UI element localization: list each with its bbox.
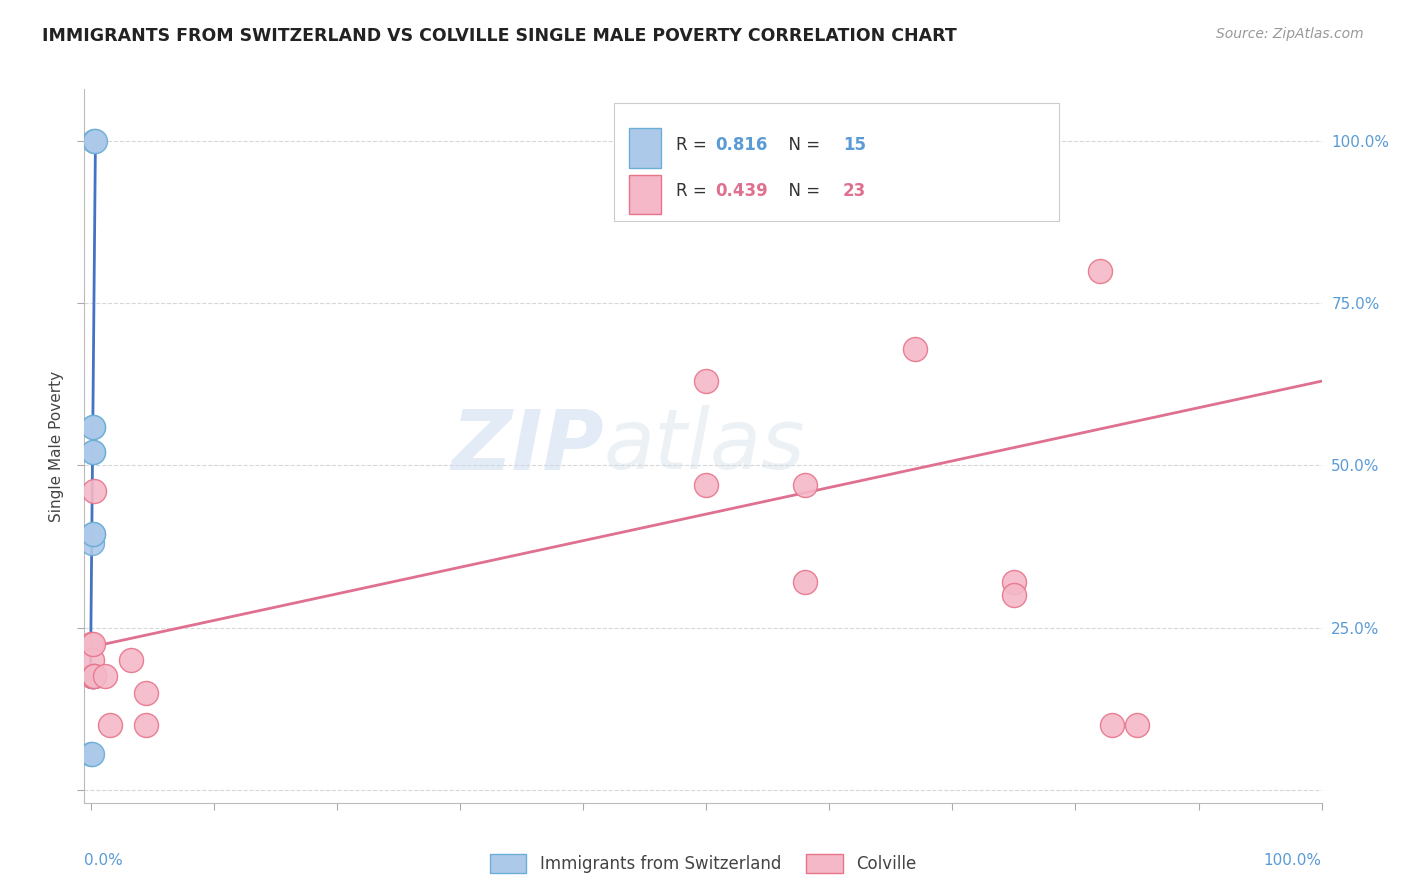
Point [82, 637, 104, 651]
Point [83, 669, 105, 683]
Text: 23: 23 [842, 182, 866, 200]
Point [83, 669, 105, 683]
Point [82, 419, 104, 434]
Point [793, 478, 815, 492]
Point [83, 484, 105, 499]
Text: atlas: atlas [605, 406, 806, 486]
Point [82, 526, 104, 541]
Point [695, 374, 717, 388]
Text: 15: 15 [842, 136, 866, 153]
Point [94, 669, 117, 683]
FancyBboxPatch shape [628, 175, 661, 214]
Text: 0.816: 0.816 [716, 136, 768, 153]
Point [1002, 588, 1025, 602]
Point [79, 747, 101, 761]
Point [1002, 575, 1025, 590]
Point [80, 747, 103, 761]
FancyBboxPatch shape [628, 128, 661, 168]
Point [84, 134, 107, 148]
Point [82, 419, 104, 434]
Point [135, 718, 157, 732]
Point [79, 637, 101, 651]
Point [83, 669, 105, 683]
Text: 100.0%: 100.0% [1264, 853, 1322, 868]
Point [82, 526, 104, 541]
Point [80, 653, 103, 667]
Point [80, 669, 103, 683]
Point [98, 718, 121, 732]
Point [1101, 718, 1123, 732]
Point [80, 669, 103, 683]
Point [793, 575, 815, 590]
Point [82, 445, 104, 459]
Point [82, 445, 104, 459]
FancyBboxPatch shape [614, 103, 1059, 221]
Point [80, 669, 103, 683]
Text: ZIP: ZIP [451, 406, 605, 486]
Point [120, 653, 142, 667]
Point [83, 134, 105, 148]
Text: N =: N = [779, 136, 825, 153]
Text: N =: N = [779, 182, 825, 200]
Text: IMMIGRANTS FROM SWITZERLAND VS COLVILLE SINGLE MALE POVERTY CORRELATION CHART: IMMIGRANTS FROM SWITZERLAND VS COLVILLE … [42, 27, 957, 45]
Point [83, 669, 105, 683]
Text: R =: R = [676, 182, 711, 200]
Point [695, 478, 717, 492]
Text: R =: R = [676, 136, 711, 153]
Point [135, 685, 157, 699]
Text: 0.0%: 0.0% [84, 853, 124, 868]
Point [1088, 264, 1111, 278]
Legend: Immigrants from Switzerland, Colville: Immigrants from Switzerland, Colville [484, 847, 922, 880]
Point [904, 342, 927, 356]
Text: Source: ZipAtlas.com: Source: ZipAtlas.com [1216, 27, 1364, 41]
Point [1126, 718, 1149, 732]
Text: 0.439: 0.439 [716, 182, 768, 200]
Point [80, 669, 103, 683]
Point [80, 536, 103, 550]
Y-axis label: Single Male Poverty: Single Male Poverty [49, 370, 65, 522]
